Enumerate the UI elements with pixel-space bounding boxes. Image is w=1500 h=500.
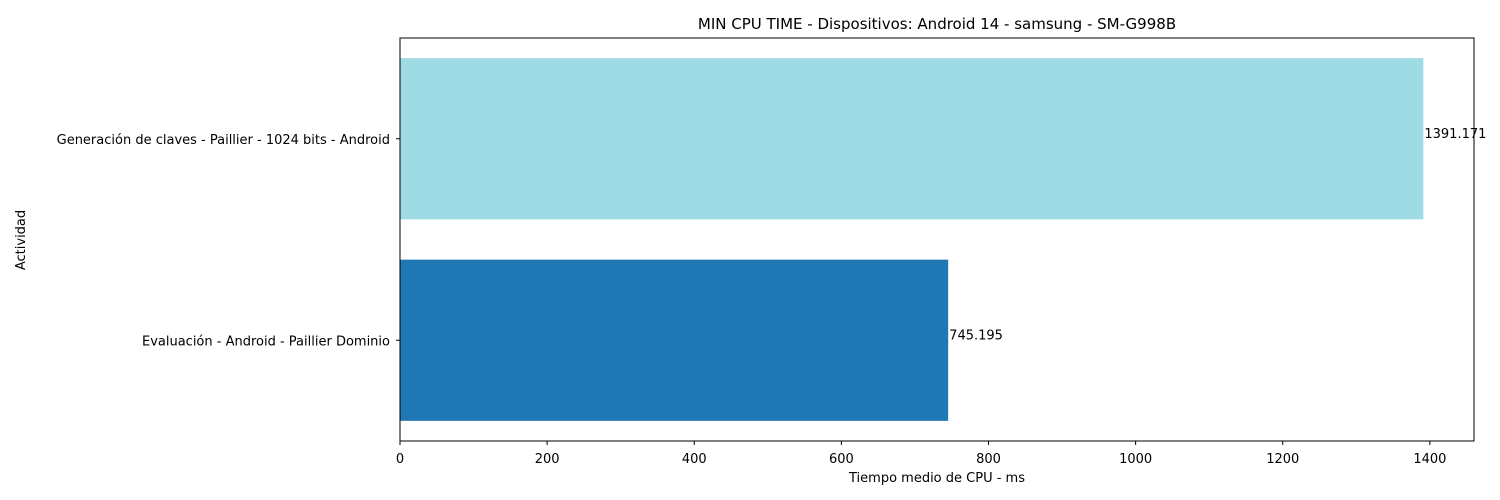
bar-value-label: 1391.171 <box>1424 127 1486 142</box>
bar-value-label: 745.195 <box>949 328 1003 343</box>
x-tick-label: 1400 <box>1413 452 1446 467</box>
x-axis-label: Tiempo medio de CPU - ms <box>848 471 1025 486</box>
bar <box>400 259 949 421</box>
y-tick-label: Evaluación - Android - Paillier Dominio <box>142 334 390 349</box>
x-tick-label: 600 <box>829 452 854 467</box>
y-axis-label: Actividad <box>14 210 29 270</box>
y-axis-ticks: Generación de claves - Paillier - 1024 b… <box>57 133 400 349</box>
x-tick-label: 400 <box>682 452 707 467</box>
x-tick-label: 800 <box>976 452 1001 467</box>
x-tick-label: 200 <box>535 452 560 467</box>
x-tick-label: 1000 <box>1119 452 1152 467</box>
plot-area-frame <box>399 37 1475 442</box>
x-axis-ticks: 0 200 400 600 800 1000 1200 1400 <box>396 441 1446 467</box>
x-tick-label: 0 <box>396 452 404 467</box>
x-tick-label: 1200 <box>1266 452 1299 467</box>
bar <box>400 58 1424 220</box>
y-tick-label: Generación de claves - Paillier - 1024 b… <box>57 133 390 148</box>
bars-group <box>400 58 1424 421</box>
data-labels-group: 1391.171 745.195 <box>949 127 1486 344</box>
chart-title: MIN CPU TIME - Dispositivos: Android 14 … <box>698 15 1176 33</box>
